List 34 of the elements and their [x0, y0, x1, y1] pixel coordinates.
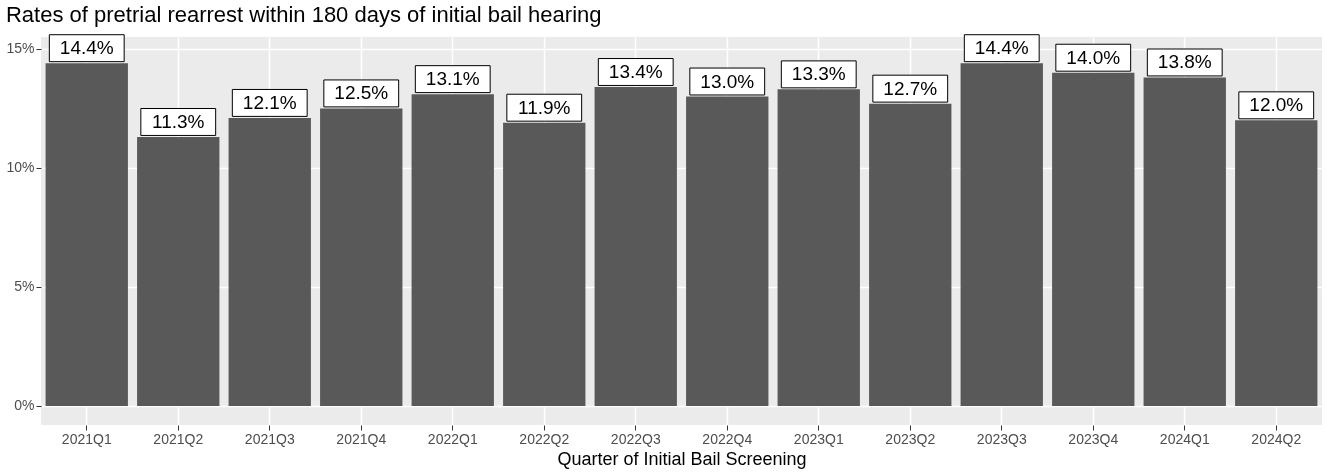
data-label: 11.3%	[152, 110, 205, 132]
x-tick-label: 2021Q1	[61, 430, 112, 447]
data-label: 13.0%	[700, 70, 755, 92]
x-tick-label: 2023Q2	[885, 430, 936, 447]
x-tick-label: 2024Q2	[1251, 430, 1302, 447]
data-label: 12.1%	[242, 91, 297, 113]
data-label: 12.5%	[334, 82, 389, 104]
y-tick-label: 15%	[6, 40, 35, 57]
data-label: 12.0%	[1249, 94, 1304, 116]
x-tick-label: 2023Q1	[793, 430, 844, 447]
data-label: 11.9%	[518, 96, 571, 118]
data-label: 14.4%	[974, 37, 1029, 59]
data-label: 13.8%	[1157, 51, 1212, 73]
chart-title: Rates of pretrial rearrest within 180 days of initial bail hearing	[5, 1, 602, 27]
y-tick-label: 5%	[14, 278, 35, 295]
x-tick-label: 2021Q2	[153, 430, 204, 447]
data-label: 13.1%	[425, 68, 480, 90]
x-axis-title: Quarter of Initial Bail Screening	[557, 448, 807, 469]
x-tick-label: 2021Q3	[244, 430, 295, 447]
x-tick-label: 2022Q4	[702, 430, 753, 447]
data-label: 14.0%	[1066, 46, 1121, 68]
x-tick-label: 2022Q1	[427, 430, 478, 447]
x-tick-label: 2022Q3	[610, 430, 661, 447]
data-label: 13.4%	[608, 60, 663, 82]
x-tick-label: 2023Q3	[976, 430, 1027, 447]
data-label: 14.4%	[59, 37, 114, 59]
x-tick-label: 2022Q2	[519, 430, 570, 447]
data-label: 13.3%	[791, 63, 846, 85]
x-tick-label: 2024Q1	[1159, 430, 1210, 447]
y-tick-label: 0%	[14, 397, 35, 414]
x-tick-label: 2023Q4	[1068, 430, 1119, 447]
y-tick-label: 10%	[6, 159, 35, 176]
data-label: 12.7%	[883, 77, 938, 99]
x-tick-label: 2021Q4	[336, 430, 387, 447]
